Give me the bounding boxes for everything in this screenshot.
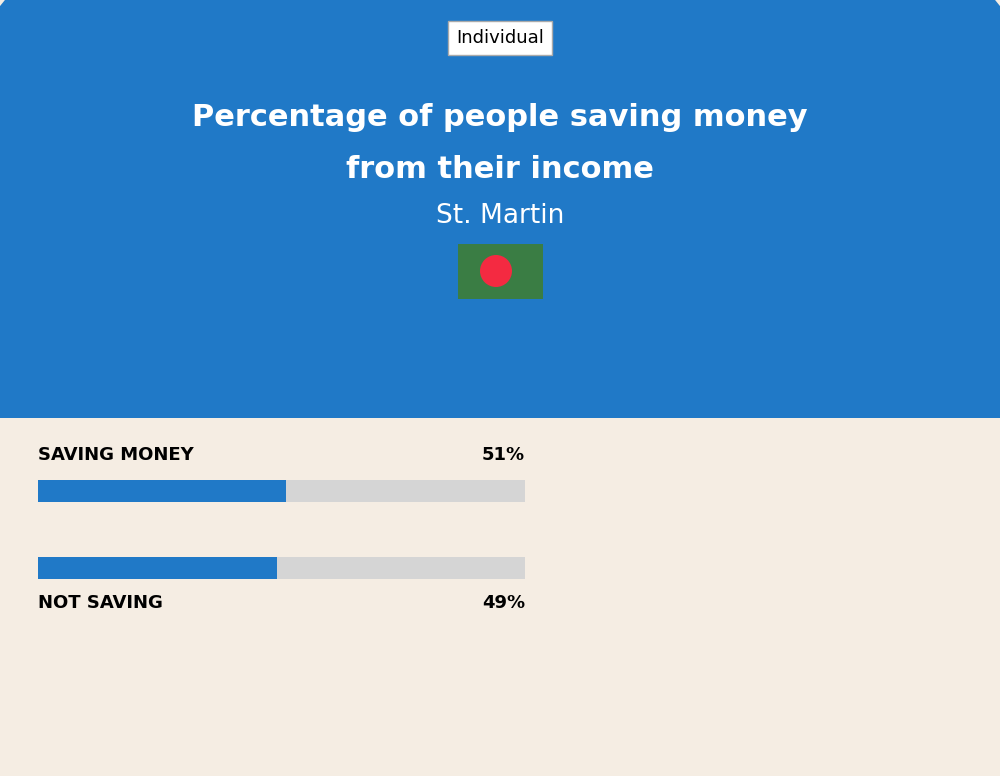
FancyBboxPatch shape xyxy=(38,480,525,502)
Text: 51%: 51% xyxy=(482,446,525,464)
Text: St. Martin: St. Martin xyxy=(436,203,564,229)
FancyBboxPatch shape xyxy=(38,480,286,502)
Text: SAVING MONEY: SAVING MONEY xyxy=(38,446,194,464)
Text: from their income: from their income xyxy=(346,155,654,185)
Ellipse shape xyxy=(480,255,512,287)
Text: Percentage of people saving money: Percentage of people saving money xyxy=(192,103,808,133)
Ellipse shape xyxy=(0,0,1000,641)
Text: NOT SAVING: NOT SAVING xyxy=(38,594,163,612)
Text: Individual: Individual xyxy=(456,29,544,47)
FancyBboxPatch shape xyxy=(38,557,277,579)
Text: 49%: 49% xyxy=(482,594,525,612)
FancyBboxPatch shape xyxy=(38,557,525,579)
FancyBboxPatch shape xyxy=(458,244,542,299)
Polygon shape xyxy=(0,418,1000,776)
